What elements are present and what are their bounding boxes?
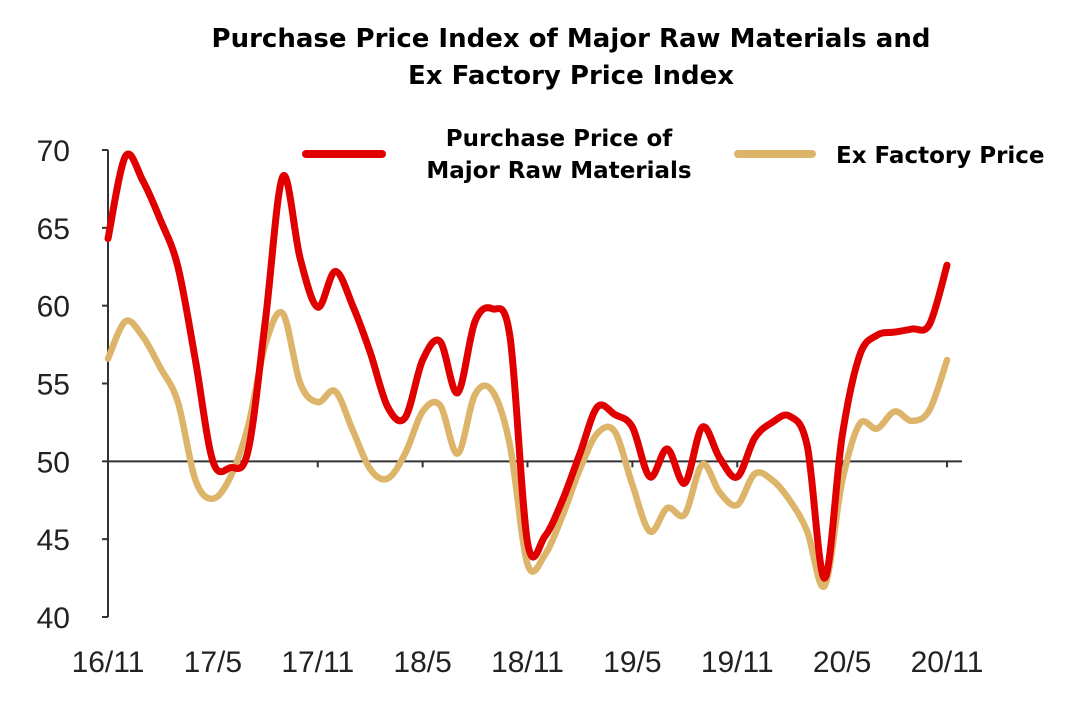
x-tick-label: 18/11 bbox=[491, 646, 564, 679]
y-tick-label: 70 bbox=[37, 135, 70, 168]
series-lines bbox=[104, 150, 951, 590]
chart-title-line-1: Purchase Price Index of Major Raw Materi… bbox=[212, 24, 931, 54]
y-tick-label: 60 bbox=[37, 291, 70, 324]
legend-label-raw-materials-line-1: Purchase Price of bbox=[446, 126, 674, 152]
x-tick-label: 19/11 bbox=[701, 646, 774, 679]
x-tick-label: 20/11 bbox=[911, 646, 984, 679]
x-tick-label: 17/5 bbox=[184, 646, 242, 679]
series-line-ex-factory bbox=[104, 308, 951, 590]
y-tick-label: 65 bbox=[37, 213, 70, 246]
legend-label-ex-factory: Ex Factory Price bbox=[836, 143, 1045, 169]
y-tick-label: 55 bbox=[37, 369, 70, 402]
x-tick-label: 17/11 bbox=[281, 646, 354, 679]
x-tick-label: 19/5 bbox=[603, 646, 661, 679]
axes: 40 45 50 55 60 65 70 16/11 17/5 17/11 18/5 18/11 19/… bbox=[37, 135, 984, 679]
y-tick-label: 45 bbox=[37, 524, 70, 557]
y-tick-label: 40 bbox=[37, 602, 70, 635]
x-tick-label: 20/5 bbox=[813, 646, 871, 679]
y-tick-label: 50 bbox=[37, 446, 70, 479]
chart-title-line-2: Ex Factory Price Index bbox=[408, 61, 734, 91]
legend: Purchase Price of Major Raw Materials Ex… bbox=[302, 126, 1045, 184]
x-tick-label: 16/11 bbox=[72, 646, 145, 679]
x-tick-label: 18/5 bbox=[393, 646, 451, 679]
legend-label-raw-materials-line-2: Major Raw Materials bbox=[426, 158, 691, 184]
series-line-raw-materials bbox=[104, 150, 951, 582]
